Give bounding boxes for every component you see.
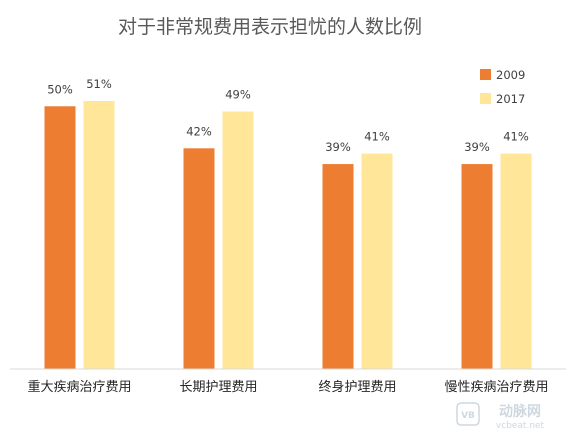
chart-title: 对于非常规费用表示担忧的人数比例 <box>118 16 422 38</box>
x-tick-label-1: 长期护理费用 <box>179 380 257 395</box>
bar-2017-1 <box>222 111 254 369</box>
x-tick-label-0: 重大疾病治疗费用 <box>27 379 131 395</box>
bar-2017-3 <box>500 153 532 369</box>
data-label-2009-1: 42% <box>186 124 212 138</box>
bar-2009-0 <box>44 106 76 369</box>
data-label-2009-0: 50% <box>47 82 73 96</box>
data-label-2017-0: 51% <box>86 77 112 91</box>
data-label-2017-1: 49% <box>225 88 251 102</box>
bars-group <box>44 101 532 369</box>
bar-2017-0 <box>83 101 115 369</box>
x-axis-tick-labels: 重大疾病治疗费用 长期护理费用 终身护理费用 慢性疾病治疗费用 <box>27 379 548 395</box>
bar-2009-1 <box>183 148 215 369</box>
data-label-2009-3: 39% <box>464 140 490 154</box>
legend-swatch-2017 <box>480 93 491 104</box>
x-tick-label-3: 慢性疾病治疗费用 <box>444 379 548 395</box>
watermark-badge-icon <box>456 402 480 426</box>
watermark-name: 动脉网 <box>499 403 541 420</box>
bar-2017-2 <box>361 153 393 369</box>
legend-swatch-2009 <box>480 69 491 80</box>
data-labels-group: 50% 51% 42% 49% 39% 41% 39% 41% <box>47 77 529 154</box>
watermark-mark: VB <box>461 411 475 421</box>
bar-2009-3 <box>461 164 493 369</box>
data-label-2009-2: 39% <box>325 140 351 154</box>
x-tick-label-2: 终身护理费用 <box>318 379 396 395</box>
legend: 2009 2017 <box>480 68 525 106</box>
legend-label-2009: 2009 <box>496 68 525 82</box>
watermark-logo: VB 动脉网 vcbeat.net <box>456 402 545 431</box>
watermark-url: vcbeat.net <box>496 421 545 431</box>
legend-label-2017: 2017 <box>496 92 525 106</box>
data-label-2017-3: 41% <box>503 130 529 144</box>
bar-2009-2 <box>322 164 354 369</box>
data-label-2017-2: 41% <box>364 130 390 144</box>
